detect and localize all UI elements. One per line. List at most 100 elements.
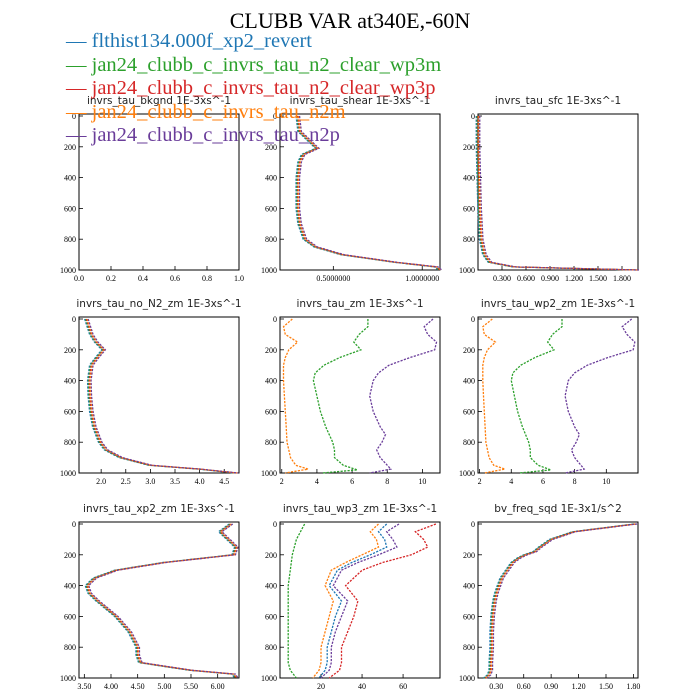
x-tick-label: 4 [509, 477, 513, 486]
y-tick-label: 200 [64, 143, 76, 152]
plot-frame [78, 521, 240, 679]
series-line [85, 318, 237, 474]
x-tick-label: 3.5 [170, 477, 180, 486]
y-tick-label: 800 [64, 235, 76, 244]
x-tick-label: 0.30 [489, 682, 503, 691]
subplot-title: bv_freq_sqd 1E-3x1/s^2 [494, 503, 622, 515]
series-line [297, 115, 441, 271]
y-tick-label: 1000 [261, 674, 277, 683]
series-line [298, 115, 442, 271]
legend-entry: — jan24_clubb_c_invrs_tau_n2_clear_wp3m [66, 53, 442, 76]
y-tick-label: 200 [463, 143, 475, 152]
y-tick-label: 400 [265, 582, 277, 591]
y-tick-label: 600 [265, 612, 277, 621]
y-tick-label: 600 [463, 407, 475, 416]
y-tick-label: 0 [471, 520, 475, 529]
y-tick-label: 400 [265, 174, 277, 183]
x-tick-label: 6 [541, 477, 545, 486]
y-tick-label: 0 [273, 112, 277, 121]
x-tick-label: 4.00 [104, 682, 118, 691]
series-line [564, 318, 636, 474]
y-tick-label: 400 [64, 377, 76, 386]
y-tick-label: 800 [265, 235, 277, 244]
y-tick-label: 0 [273, 520, 277, 529]
series-line [475, 116, 637, 271]
series-line [484, 523, 635, 679]
series-line [312, 523, 380, 679]
y-tick-label: 1000 [261, 469, 277, 478]
series-line [483, 523, 634, 679]
x-tick-label: 0.900 [541, 274, 559, 283]
legend-entry: — flthist134.000f_xp2_revert [66, 30, 312, 52]
x-tick-label: 60 [399, 682, 407, 691]
x-tick-label: 2.0 [96, 477, 106, 486]
series-line [86, 523, 237, 679]
subplot: invrs_tau_xp2_zm 1E-3xs^-1 0 200 400 600 800 1… [60, 503, 240, 691]
x-tick-label: 4 [315, 477, 319, 486]
x-tick-label: 3.0 [145, 477, 155, 486]
y-tick-label: 400 [463, 582, 475, 591]
y-tick-label: 800 [265, 438, 277, 447]
subplot: invrs_tau_no_N2_zm 1E-3xs^-10 200 400 600 80… [60, 298, 242, 486]
y-tick-label: 600 [64, 407, 76, 416]
y-tick-label: 1000 [261, 266, 277, 275]
x-tick-label: 6.00 [211, 682, 225, 691]
y-tick-label: 200 [265, 551, 277, 560]
y-tick-label: 800 [463, 643, 475, 652]
y-tick-label: 600 [64, 204, 76, 213]
y-tick-label: 0 [72, 112, 76, 121]
y-tick-label: 200 [64, 346, 76, 355]
x-tick-label: 1.50 [599, 682, 613, 691]
x-tick-label: 1.500 [589, 274, 607, 283]
y-tick-label: 800 [463, 438, 475, 447]
y-tick-label: 200 [265, 346, 277, 355]
subplot-title: invrs_tau_bkgnd 1E-3xs^-1 [87, 95, 231, 107]
plot-frame [477, 316, 639, 474]
series-line [87, 523, 238, 679]
x-tick-label: 1.80 [626, 682, 640, 691]
y-tick-label: 200 [265, 143, 277, 152]
series-line [282, 318, 309, 474]
x-tick-label: 1.800 [613, 274, 631, 283]
subplot: invrs_tau_sfc 1E-3xs^-1 0 200 400 600 800 1000… [459, 95, 640, 283]
series-line [295, 115, 439, 271]
y-tick-label: 400 [463, 377, 475, 386]
x-tick-label: 2 [478, 477, 482, 486]
y-tick-label: 0 [72, 315, 76, 324]
x-tick-label: 0.300 [493, 274, 511, 283]
y-tick-label: 1000 [60, 674, 76, 683]
x-tick-label: 1.200 [565, 274, 583, 283]
y-tick-label: 400 [64, 174, 76, 183]
series-line [84, 523, 236, 679]
subplot-title: invrs_tau_zm 1E-3xs^-1 [296, 298, 423, 310]
subplot: invrs_tau_shear 1E-3xs^-1 0 200 400 600 800 10… [261, 95, 443, 283]
series-line [328, 523, 437, 679]
y-tick-label: 600 [64, 612, 76, 621]
series-line [86, 318, 238, 474]
x-tick-label: 1.0 [234, 274, 244, 283]
legend-entry: — jan24_clubb_c_invrs_tau_n2m [66, 100, 346, 123]
plot-frame [78, 316, 240, 474]
y-tick-label: 200 [64, 551, 76, 560]
y-tick-label: 1000 [459, 469, 475, 478]
x-tick-label: 8 [385, 477, 389, 486]
series-line [369, 318, 438, 474]
y-tick-label: 800 [463, 235, 475, 244]
series-line [479, 116, 640, 271]
series-line [476, 116, 638, 271]
x-tick-label: 20 [317, 682, 325, 691]
series-line [485, 523, 637, 679]
x-tick-label: 2 [280, 477, 284, 486]
x-tick-label: 1.0000000 [405, 274, 439, 283]
series-line [318, 523, 388, 679]
x-tick-label: 40 [358, 682, 366, 691]
subplot-title: invrs_tau_xp2_zm 1E-3xs^-1 [83, 503, 235, 515]
plot-frame [78, 113, 240, 271]
series-line [84, 318, 236, 474]
x-tick-label: 0.90 [544, 682, 558, 691]
subplot-title: invrs_tau_wp3_zm 1E-3xs^-1 [283, 503, 437, 515]
series-line [510, 319, 563, 474]
x-tick-label: 0.8 [202, 274, 212, 283]
y-tick-label: 600 [463, 612, 475, 621]
